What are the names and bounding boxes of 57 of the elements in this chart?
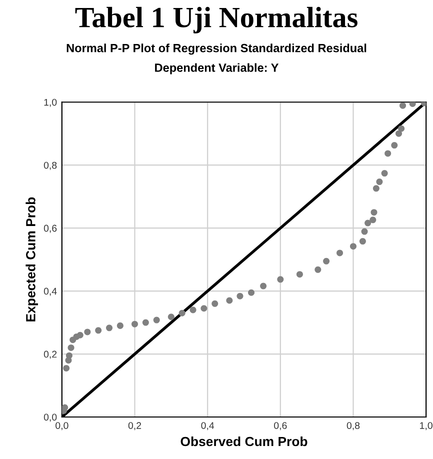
point	[168, 314, 174, 320]
y-tick-label: 0,2	[44, 350, 57, 359]
point	[66, 352, 72, 359]
point	[391, 142, 398, 149]
point	[370, 209, 378, 216]
point	[396, 130, 402, 137]
point	[314, 266, 322, 273]
x-tick-label: 0,8	[346, 422, 360, 430]
point	[68, 344, 74, 351]
point	[398, 125, 405, 132]
x-tick-label: 0,6	[274, 422, 287, 430]
y-tick-label: 0,0	[44, 414, 57, 422]
point	[248, 289, 255, 296]
x-tick-label: 0,0	[56, 422, 68, 430]
point	[106, 324, 113, 332]
point	[361, 228, 368, 235]
point	[384, 150, 392, 157]
x-axis-title: Observed Cum Prob	[180, 436, 308, 446]
point	[212, 300, 218, 307]
point	[226, 297, 233, 304]
point	[236, 292, 244, 300]
point	[350, 243, 356, 250]
point	[359, 238, 366, 245]
y-tick-label: 0,6	[44, 224, 57, 233]
point	[277, 276, 284, 283]
point	[178, 310, 186, 316]
point	[372, 185, 380, 192]
point	[95, 327, 102, 334]
point	[364, 220, 372, 226]
point	[153, 316, 160, 324]
x-tick-label: 1,0	[420, 422, 432, 430]
y-tick-label: 0,8	[44, 162, 57, 170]
point	[296, 271, 303, 278]
point	[62, 404, 68, 411]
chart-subtitle: Normal P-P Plot of Regression Standardized Residual Dependent Variable: Y	[66, 44, 366, 74]
point	[260, 282, 267, 290]
y-tick-label: 0,4	[44, 288, 57, 296]
point	[381, 170, 388, 177]
point	[376, 178, 383, 186]
point	[131, 320, 138, 328]
point	[370, 216, 376, 224]
chart-title: Tabel 1 Uji Normalitas	[75, 6, 358, 34]
point	[76, 332, 84, 338]
point	[190, 306, 196, 314]
point	[400, 102, 406, 109]
point	[336, 250, 344, 256]
x-tick-label: 0,2	[128, 422, 142, 430]
point	[84, 328, 91, 336]
y-tick-label: 1,0	[44, 98, 57, 107]
point	[409, 102, 416, 107]
point	[323, 258, 330, 264]
point	[116, 322, 124, 329]
x-tick-label: 0,4	[201, 422, 214, 430]
point	[200, 305, 208, 312]
y-axis-title: Expected Cum Prob	[26, 197, 38, 322]
point	[63, 364, 70, 372]
point	[142, 319, 149, 326]
